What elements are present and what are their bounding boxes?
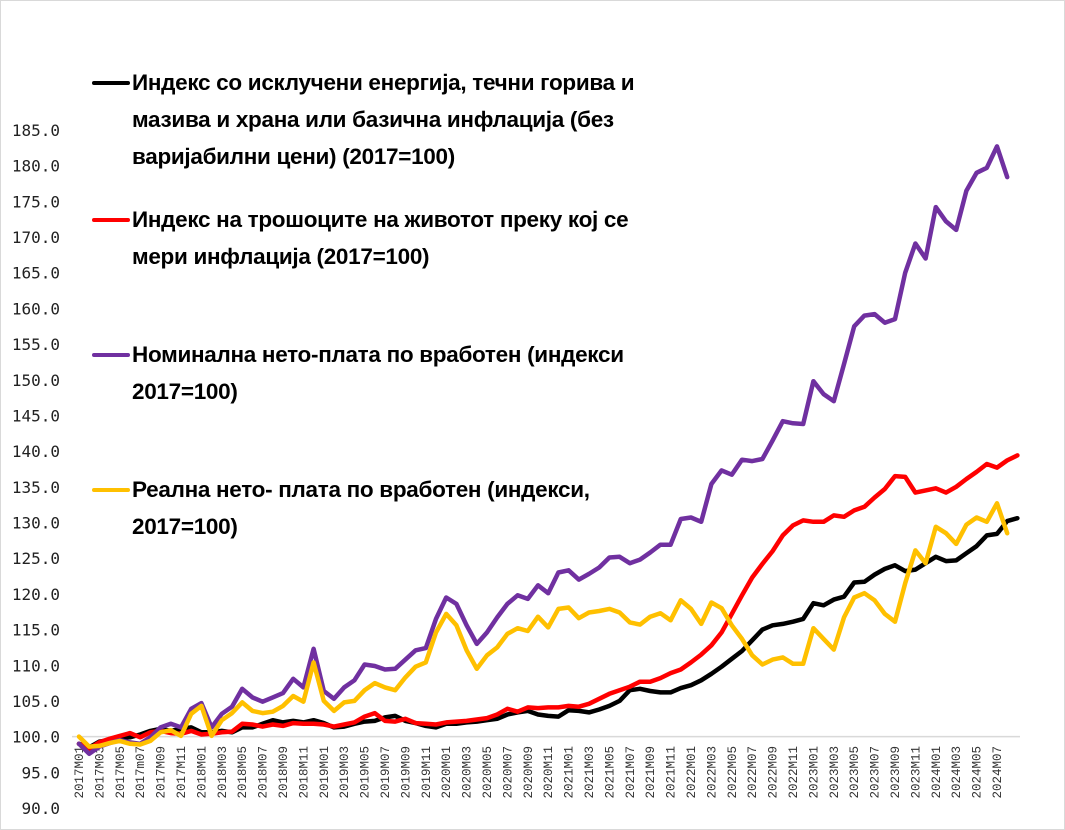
x-tick-label: 2021M01 — [563, 746, 577, 799]
x-tick-label: 2021M09 — [644, 746, 658, 799]
x-tick-label: 2021M07 — [624, 746, 638, 799]
x-tick-label: 2019M01 — [318, 746, 332, 799]
x-tick-label: 2023M05 — [848, 746, 862, 799]
x-tick-label: 2019M05 — [359, 746, 373, 799]
y-tick-label: 150.0 — [12, 371, 60, 390]
y-tick-label: 100.0 — [12, 728, 60, 747]
y-tick-label: 185.0 — [12, 121, 60, 140]
x-tick-label: 2017m07 — [134, 746, 148, 799]
x-tick-label: 2023M01 — [807, 746, 821, 799]
legend-swatch-black — [92, 81, 130, 85]
x-tick-label: 2018M11 — [297, 746, 311, 799]
legend-label-line: Индекс со исклучени енергија, течни гори… — [132, 70, 635, 95]
y-tick-label: 145.0 — [12, 406, 60, 425]
x-tick-label: 2020M07 — [501, 746, 515, 799]
legend-label-line: 2017=100) — [132, 379, 238, 404]
x-tick-label: 2017M03 — [93, 746, 107, 799]
y-tick-label: 175.0 — [12, 192, 60, 211]
x-tick-label: 2021M11 — [665, 746, 679, 799]
y-tick-label: 110.0 — [12, 656, 60, 675]
legend-label-line: Реална нето- плата по вработен (индекси, — [132, 477, 590, 502]
x-tick-label: 2018M01 — [195, 746, 209, 799]
x-tick-label: 2022M09 — [767, 746, 781, 799]
x-tick-label: 2022M07 — [746, 746, 760, 799]
x-tick-label: 2017M11 — [175, 746, 189, 799]
legend-swatch-purple — [92, 353, 130, 357]
x-tick-label: 2020M03 — [461, 746, 475, 799]
legend-label-line: Индекс на трошоците на животот преку кој… — [132, 207, 629, 232]
y-tick-label: 115.0 — [12, 621, 60, 640]
x-axis-ticks: 2017M01 2017M03 2017M05 2017m07 2017M09 2017M… — [73, 746, 1005, 799]
legend-label-line: Номинална нето-плата по вработен (индекс… — [132, 342, 624, 367]
series-line-3 — [76, 501, 1010, 749]
x-tick-label: 2020M11 — [542, 746, 556, 799]
y-tick-label: 140.0 — [12, 442, 60, 461]
legend-label-line: варијабилни цени) (2017=100) — [132, 144, 455, 169]
legend-item-core-inflation: Индекс со исклучени енергија, течни гори… — [92, 64, 635, 175]
x-tick-label: 2023M07 — [869, 746, 883, 799]
x-tick-label: 2021M03 — [583, 746, 597, 799]
x-tick-label: 2021M05 — [603, 746, 617, 799]
x-tick-label: 2019M07 — [379, 746, 393, 799]
legend-label-line: мери инфлација (2017=100) — [132, 244, 430, 269]
series-lines — [76, 144, 1020, 757]
x-tick-label: 2022M03 — [705, 746, 719, 799]
x-tick-label: 2018M05 — [236, 746, 250, 799]
y-tick-label: 130.0 — [12, 514, 60, 533]
y-tick-label: 95.0 — [21, 763, 60, 782]
legend-swatch-red — [92, 218, 130, 222]
y-tick-label: 120.0 — [12, 585, 60, 604]
y-tick-label: 160.0 — [12, 299, 60, 318]
y-tick-label: 165.0 — [12, 264, 60, 283]
x-tick-label: 2018M03 — [216, 746, 230, 799]
x-tick-label: 2019M09 — [399, 746, 413, 799]
x-tick-label: 2017M01 — [73, 746, 87, 799]
series-line-2 — [76, 144, 1010, 757]
x-tick-label: 2020M05 — [481, 746, 495, 799]
x-tick-label: 2018M07 — [257, 746, 271, 799]
x-tick-label: 2022M11 — [787, 746, 801, 799]
legend-item-real-wage: Реална нето- плата по вработен (индекси,… — [92, 471, 590, 545]
legend-label-line: 2017=100) — [132, 514, 238, 539]
x-tick-label: 2023M11 — [909, 746, 923, 799]
legend-item-nominal-wage: Номинална нето-плата по вработен (индекс… — [92, 336, 624, 410]
y-tick-label: 180.0 — [12, 157, 60, 176]
x-tick-label: 2020M01 — [440, 746, 454, 799]
series-line-1 — [76, 453, 1020, 752]
x-tick-label: 2023M03 — [828, 746, 842, 799]
x-tick-label: 2024M07 — [991, 746, 1005, 799]
x-tick-label: 2022M05 — [726, 746, 740, 799]
legend-swatch-yellow — [92, 488, 130, 492]
y-tick-label: 170.0 — [12, 228, 60, 247]
x-tick-label: 2017M09 — [155, 746, 169, 799]
x-tick-label: 2024M03 — [950, 746, 964, 799]
x-tick-label: 2019M11 — [420, 746, 434, 799]
x-tick-label: 2023M09 — [889, 746, 903, 799]
x-tick-label: 2020M09 — [522, 746, 536, 799]
x-tick-label: 2024M01 — [930, 746, 944, 799]
y-tick-label: 90.0 — [21, 799, 60, 818]
legend-label-line: мазива и храна или базична инфлација (бе… — [132, 107, 614, 132]
y-tick-label: 155.0 — [12, 335, 60, 354]
y-tick-label: 105.0 — [12, 692, 60, 711]
x-tick-label: 2017M05 — [114, 746, 128, 799]
x-tick-label: 2024M05 — [971, 746, 985, 799]
x-tick-label: 2022M01 — [685, 746, 699, 799]
y-tick-label: 135.0 — [12, 478, 60, 497]
y-axis-ticks: 90.0 95.0 100.0 105.0 110.0 115.0 120.0 125.0 13… — [12, 121, 60, 818]
y-tick-label: 125.0 — [12, 549, 60, 568]
legend-item-cpi: Индекс на трошоците на животот преку кој… — [92, 201, 629, 275]
x-tick-label: 2019M03 — [338, 746, 352, 799]
x-tick-label: 2018M09 — [277, 746, 291, 799]
